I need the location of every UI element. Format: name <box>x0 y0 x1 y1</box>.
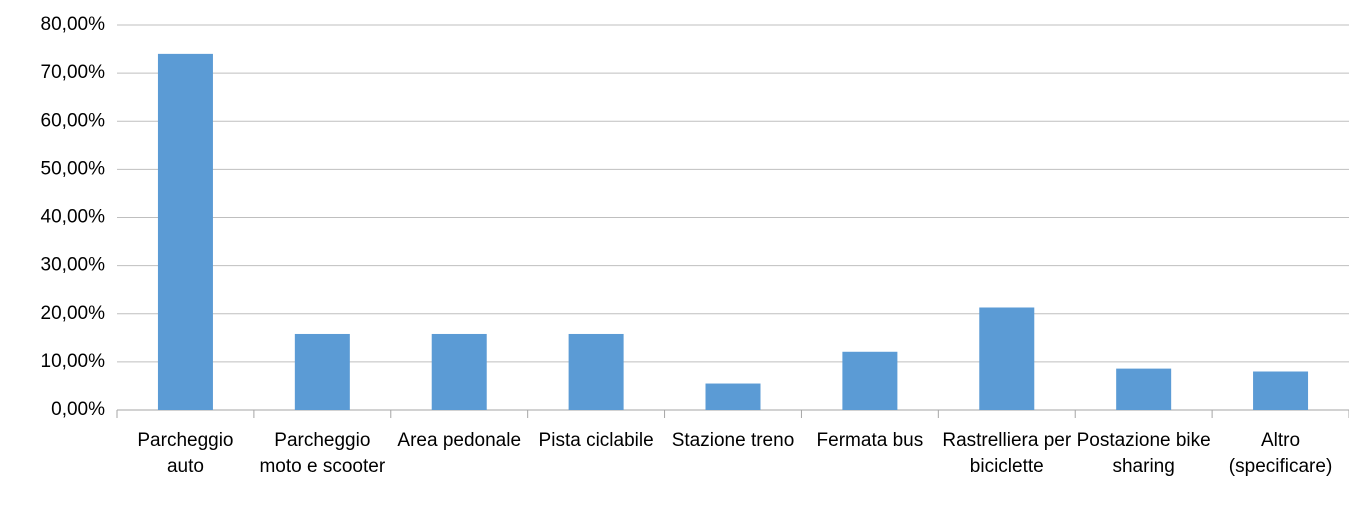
x-tick-label: Fermata bus <box>816 430 924 451</box>
x-tick-label: Parcheggio auto <box>137 430 234 477</box>
x-tick-label: Parcheggio moto e scooter <box>259 430 386 477</box>
y-tick-label: 70,00% <box>41 62 106 83</box>
bar <box>842 351 898 410</box>
bar <box>705 383 761 410</box>
x-tick-label: Rastrelliera per biciclette <box>942 430 1072 477</box>
bar <box>979 307 1035 410</box>
y-tick-label: 50,00% <box>41 158 106 179</box>
bar <box>431 333 487 410</box>
bar <box>294 333 350 410</box>
bar <box>1116 368 1172 410</box>
bar <box>568 333 624 410</box>
y-tick-label: 0,00% <box>51 399 105 420</box>
x-tick-label: Pista ciclabile <box>538 430 654 451</box>
y-tick-label: 10,00% <box>41 351 106 372</box>
x-tick-label: Postazione bike sharing <box>1076 430 1211 477</box>
bar <box>1253 371 1309 410</box>
y-tick-label: 40,00% <box>41 207 106 228</box>
y-tick-label: 20,00% <box>41 303 106 324</box>
x-tick-label: Area pedonale <box>397 430 522 451</box>
x-tick-label: Stazione treno <box>671 430 795 451</box>
bar <box>157 53 213 410</box>
x-tick-label: Altro (specificare) <box>1228 430 1333 477</box>
y-tick-label: 80,00% <box>41 14 106 35</box>
y-tick-label: 60,00% <box>41 110 106 131</box>
y-tick-label: 30,00% <box>41 255 106 276</box>
